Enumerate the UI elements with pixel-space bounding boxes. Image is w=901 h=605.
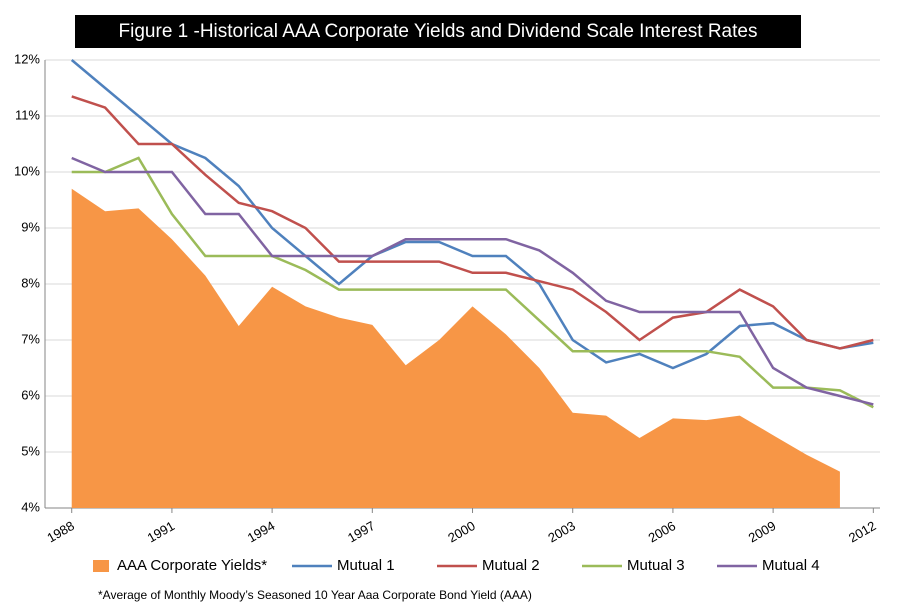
x-tick-label: 2012	[846, 518, 879, 545]
legend-label: Mutual 3	[627, 557, 685, 574]
y-tick-label: 10%	[14, 163, 40, 178]
y-tick-label: 7%	[21, 331, 40, 346]
x-tick-label: 1988	[44, 518, 77, 545]
y-tick-label: 8%	[21, 275, 40, 290]
y-tick-label: 6%	[21, 387, 40, 402]
area	[71, 188, 840, 509]
legend-swatch	[93, 560, 109, 572]
legend-label: AAA Corporate Yields*	[117, 557, 267, 574]
y-tick-label: 9%	[21, 219, 40, 234]
line	[71, 95, 874, 350]
x-tick-label: 2003	[545, 518, 578, 545]
x-tick-label: 2009	[746, 518, 779, 545]
x-tick-label: 1997	[345, 518, 378, 545]
legend-label: Mutual 2	[482, 557, 540, 574]
line	[70, 59, 874, 370]
y-tick-label: 11%	[15, 107, 40, 122]
y-tick-label: 4%	[21, 499, 40, 514]
x-tick-label: 1994	[245, 518, 278, 545]
legend-label: Mutual 4	[762, 557, 820, 574]
y-tick-label: 12%	[14, 51, 40, 66]
line	[71, 156, 874, 409]
x-tick-label: 1991	[145, 518, 178, 545]
y-tick-label: 5%	[21, 443, 40, 458]
x-tick-label: 2000	[445, 518, 478, 545]
chart-title: Figure 1 -Historical AAA Corporate Yield…	[119, 21, 758, 42]
title-bar	[75, 15, 801, 48]
x-tick-label: 2006	[646, 518, 679, 545]
legend-label: Mutual 1	[337, 557, 395, 574]
footnote: *Average of Monthly Moody’s Seasoned 10 …	[98, 588, 532, 602]
line	[71, 156, 874, 406]
